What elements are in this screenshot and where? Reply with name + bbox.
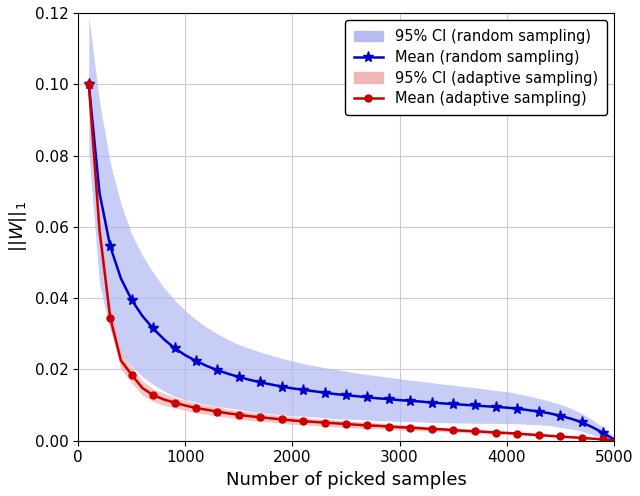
Y-axis label: $||W||_1$: $||W||_1$: [7, 201, 29, 252]
Legend: 95% CI (random sampling), Mean (random sampling), 95% CI (adaptive sampling), Me: 95% CI (random sampling), Mean (random s…: [345, 20, 607, 115]
X-axis label: Number of picked samples: Number of picked samples: [225, 471, 467, 489]
